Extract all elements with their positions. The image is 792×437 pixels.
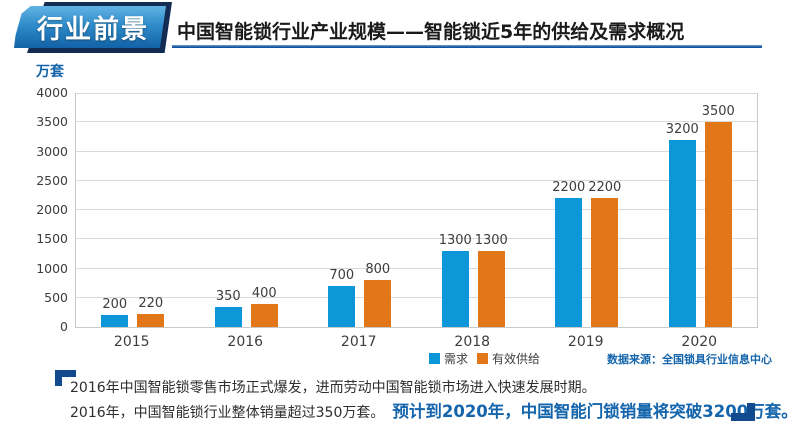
x-tick-label: 2017 [340,334,377,350]
quote-open-bracket-icon [55,370,76,386]
x-tick-label: 2018 [454,334,491,350]
gridline [76,238,757,240]
bar-有效供给-2016 [250,303,278,327]
bar-需求-2017 [328,286,356,327]
quote-close-bracket-icon [731,403,755,421]
bar-value-label: 3200 [665,121,699,137]
supply-swatch-icon [477,353,489,364]
gridline [76,150,757,152]
gridline [76,121,757,123]
bar-需求-2015 [101,315,129,327]
y-tick-label: 0 [60,319,68,334]
bar-value-label: 1300 [438,232,472,248]
y-tick-label: 2500 [36,172,68,188]
footer-text-line1: 2016年中国智能锁零售市场正式爆发，进而劳动中国智能锁市场进入快速发展时期。 [70,380,596,396]
y-tick-label: 3500 [36,114,68,130]
y-tick-label: 2000 [36,202,68,217]
bar-需求-2019 [555,198,583,327]
bar-value-label: 400 [251,285,277,301]
bar-value-label: 350 [215,288,241,304]
bar-value-label: 800 [365,262,391,278]
page-title: 中国智能锁行业产业规模——智能锁近5年的供给及需求概况 [177,21,685,43]
y-tick-label: 1000 [36,260,68,276]
bar-value-label: 220 [138,296,164,312]
x-tick-label: 2015 [113,334,150,350]
x-tick-label: 2019 [567,334,604,350]
y-tick-label: 500 [44,289,68,305]
bar-有效供给-2017 [364,280,392,327]
bar-有效供给-2020 [704,122,732,327]
title-underline [172,45,762,48]
gridline [76,93,757,94]
footer-line2-normal: 2016年，中国智能锁行业整体销量超过350万套。 [70,405,385,421]
chart-legend: 需求 有效供给 [429,350,540,367]
y-axis-unit-label: 万套 [36,64,64,80]
section-banner: 行业前景 [14,6,166,48]
bar-value-label: 1300 [474,232,508,248]
bar-value-label: 2200 [552,180,586,196]
y-tick-label: 3000 [36,143,68,159]
bar-value-label: 3500 [701,104,735,120]
demand-swatch-icon [429,353,440,364]
x-tick-label: 2016 [227,334,264,350]
bar-value-label: 200 [102,297,128,313]
bar-有效供给-2018 [477,250,505,327]
section-banner-label: 行业前景 [36,14,149,45]
legend-label: 需求 [444,352,469,366]
bar-value-label: 700 [329,268,355,284]
legend-label: 有效供给 [492,352,541,366]
bar-需求-2020 [668,139,696,327]
bar-需求-2016 [214,306,242,327]
gridline [76,267,757,269]
gridline [76,296,757,298]
bar-有效供给-2019 [591,198,619,327]
footer-text-line2: 2016年，中国智能锁行业整体销量超过350万套。 预计到2020年，中国智能门锁… [70,398,792,422]
bar-需求-2018 [441,250,469,327]
bar-有效供给-2015 [137,314,165,327]
plot-area: 200 220 350 400 700 800 1300 1300 2200 2200 3200 35… [75,93,758,328]
legend-item-demand: 需求 [429,350,468,367]
bar-value-label: 2200 [588,180,622,196]
y-tick-label: 4000 [36,85,68,100]
gridline [76,209,757,210]
legend-item-supply: 有效供给 [477,350,540,367]
gridline [76,179,757,181]
y-tick-label: 1500 [36,231,68,247]
x-tick-label: 2020 [681,334,718,350]
footer-line2-highlight: 预计到2020年，中国智能门锁销量将突破3200万套。 [392,402,792,421]
data-source: 数据来源：全国锁具行业信息中心 [607,353,772,366]
